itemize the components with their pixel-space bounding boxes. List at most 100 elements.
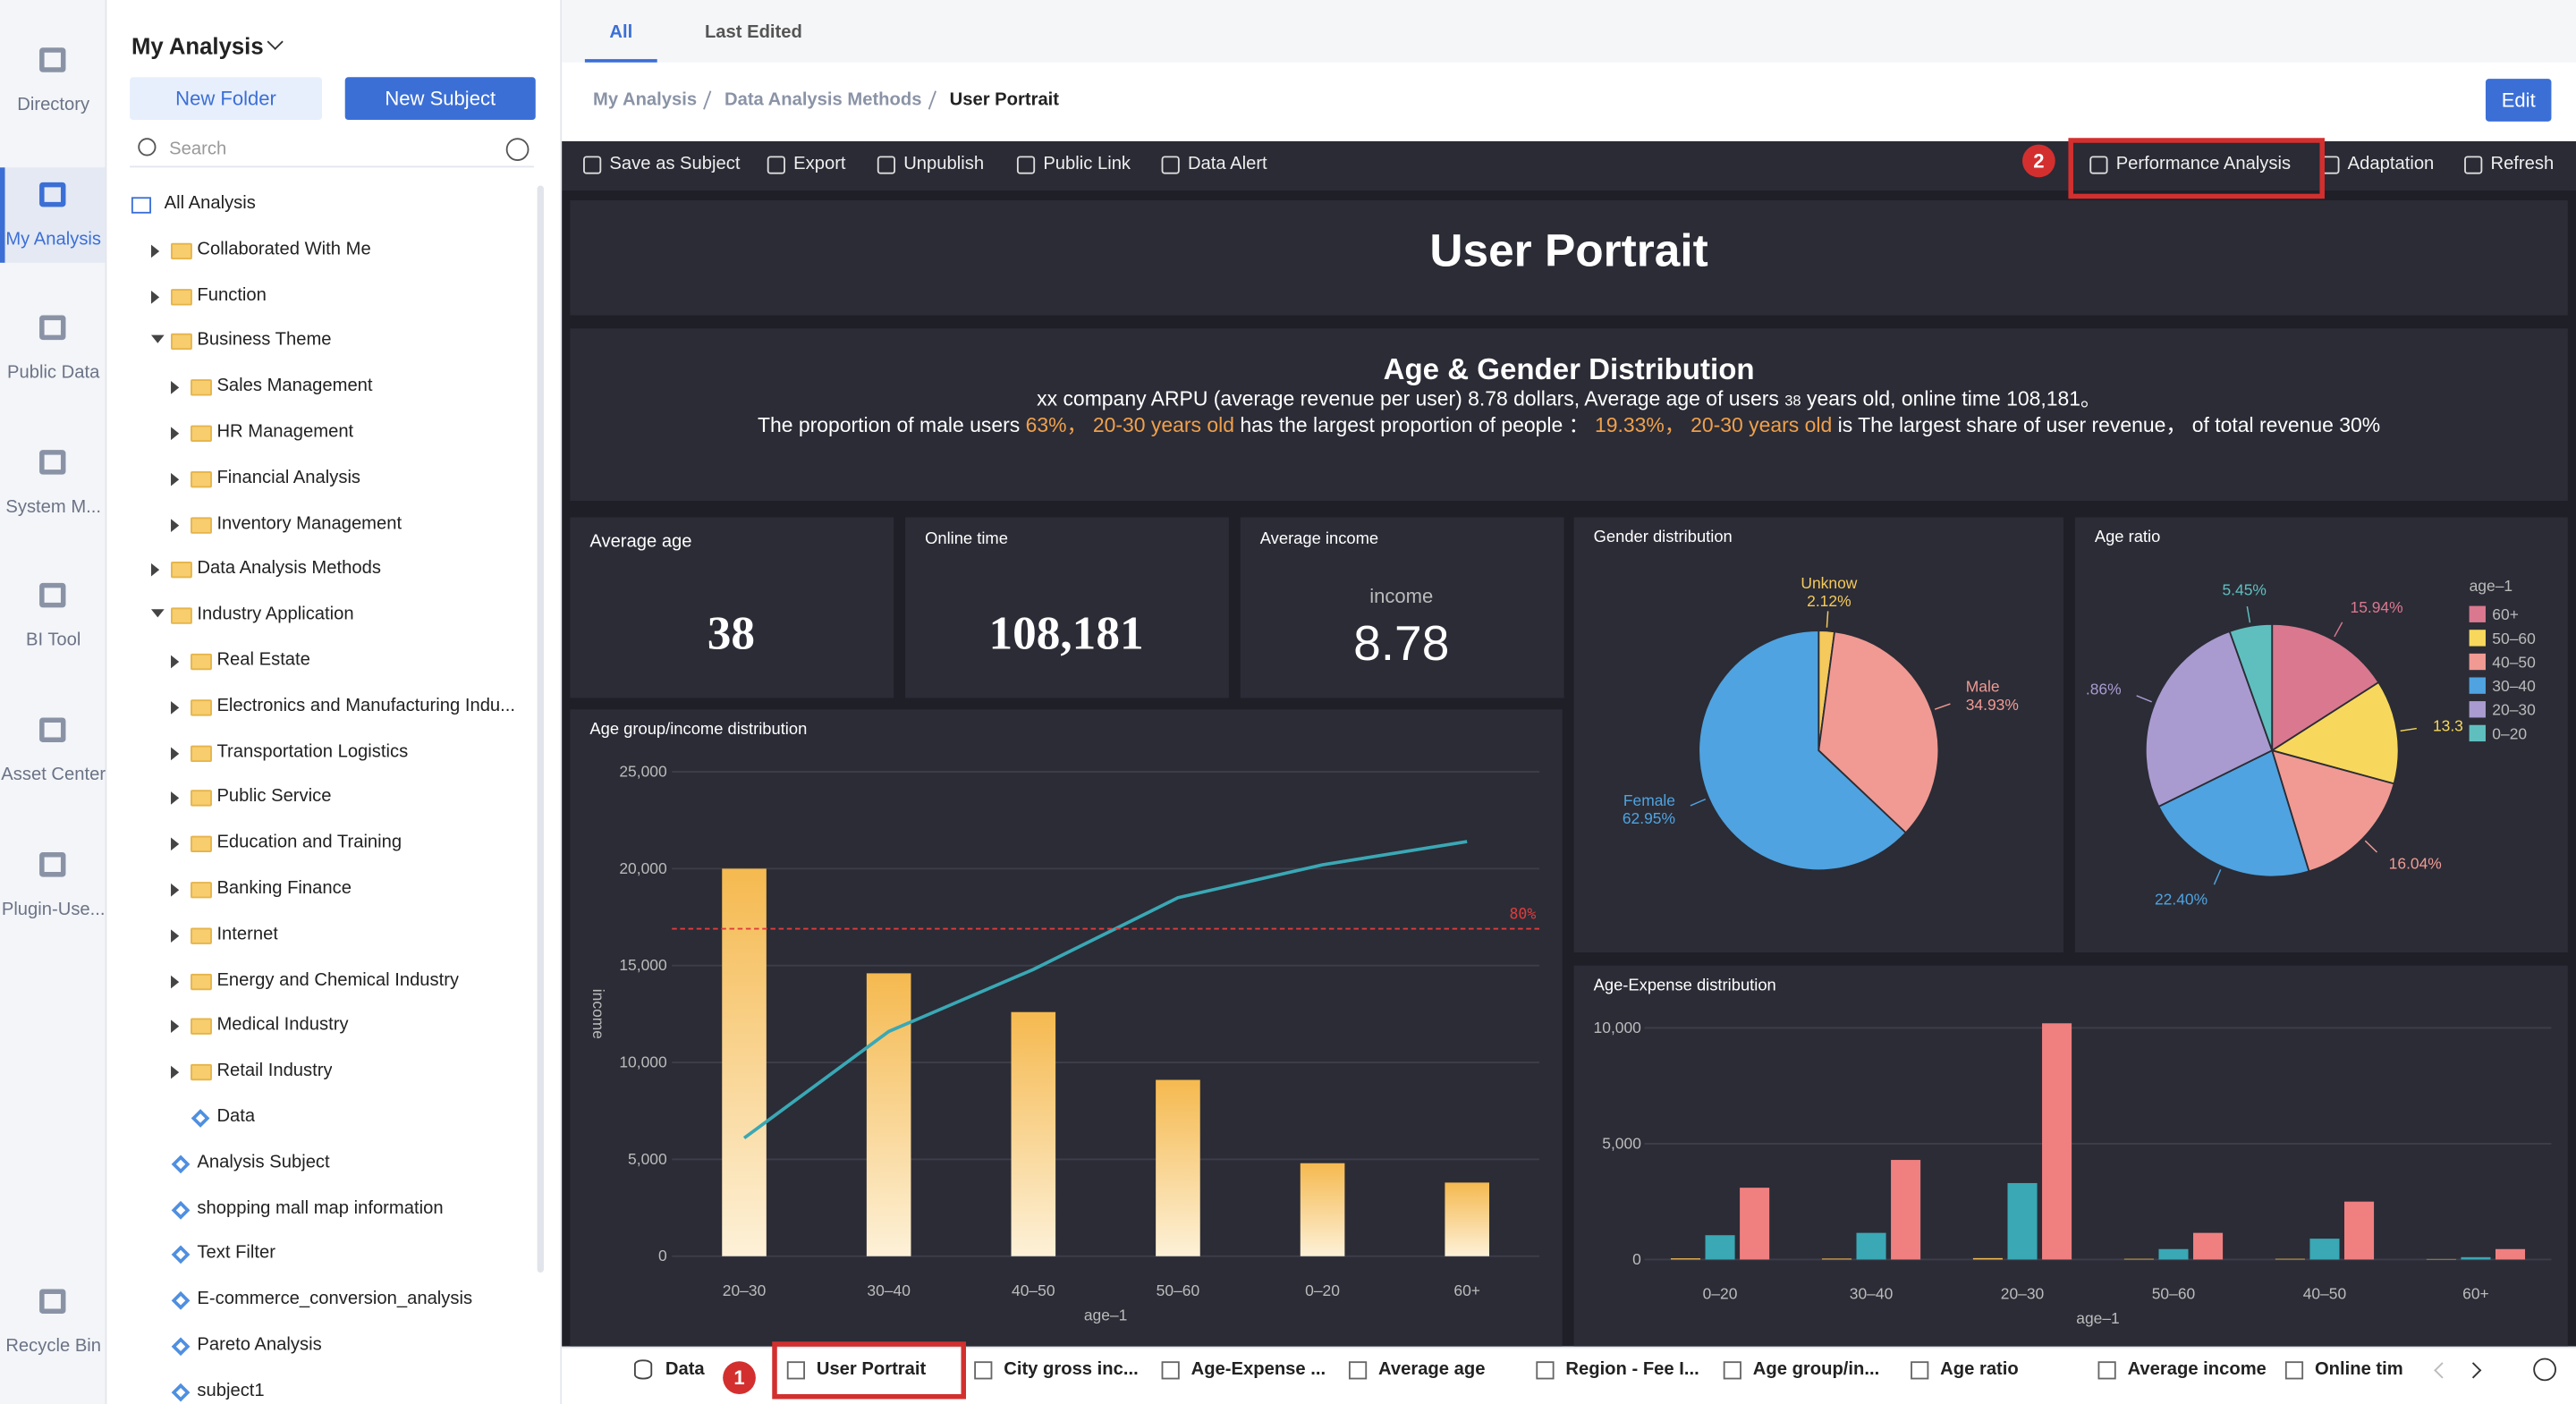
search-input[interactable]: Search [130, 131, 534, 167]
breadcrumb-item[interactable]: Data Analysis Methods [724, 90, 921, 110]
tree-label[interactable]: Sales Management [216, 376, 372, 396]
nav-label[interactable]: Public Data [0, 363, 106, 383]
toolbar-item[interactable]: Export [793, 155, 845, 174]
nav-icon[interactable] [39, 47, 65, 72]
tree-arrow[interactable] [171, 884, 179, 897]
toolbar-item[interactable]: Data Alert [1188, 155, 1267, 174]
toolbar-item[interactable]: Save as Subject [609, 155, 740, 174]
tree-label[interactable]: Inventory Management [216, 513, 402, 533]
tree-label[interactable]: Transportation Logistics [216, 741, 408, 761]
folder-icon [191, 973, 212, 989]
nav-label[interactable]: Asset Center [0, 765, 106, 785]
more-icon[interactable] [506, 138, 530, 161]
tree-arrow[interactable] [151, 244, 159, 258]
bottom-tab[interactable]: Online tim [2315, 1359, 2403, 1379]
tree-arrow[interactable] [171, 655, 179, 669]
legend-label: 0–20 [2492, 724, 2527, 742]
tree-arrow[interactable] [151, 335, 165, 343]
nav-label[interactable]: Recycle Bin [0, 1337, 106, 1357]
nav-label[interactable]: System M... [0, 497, 106, 517]
bottom-tab[interactable]: Region - Fee I... [1565, 1359, 1699, 1379]
tree-arrow[interactable] [171, 975, 179, 988]
tree-label[interactable]: Education and Training [216, 833, 402, 852]
data-tab[interactable]: Data [665, 1359, 705, 1379]
toolbar-item[interactable]: Refresh [2490, 155, 2554, 174]
tree-arrow[interactable] [171, 427, 179, 440]
nav-icon[interactable] [39, 583, 65, 608]
tree-label[interactable]: Internet [216, 924, 278, 943]
bottom-tab[interactable]: City gross inc... [1004, 1359, 1138, 1379]
toolbar-icon[interactable] [767, 156, 785, 173]
tab[interactable]: All [609, 23, 632, 43]
bottom-tab[interactable]: Age group/in... [1753, 1359, 1879, 1379]
tree-label[interactable]: Electronics and Manufacturing Indu... [216, 696, 515, 715]
tree-label[interactable]: Energy and Chemical Industry [216, 969, 459, 989]
tree-arrow[interactable] [151, 610, 165, 618]
tree-label[interactable]: All Analysis [165, 194, 256, 214]
bottom-tab[interactable]: Average income [2128, 1359, 2266, 1379]
tree-arrow[interactable] [171, 838, 179, 851]
tree-label[interactable]: Pareto Analysis [197, 1335, 321, 1355]
tree-label[interactable]: Banking Finance [216, 878, 352, 898]
bottom-tab[interactable]: Age ratio [1940, 1359, 2019, 1379]
tree-label[interactable]: Text Filter [197, 1244, 275, 1264]
tree-label[interactable]: subject1 [197, 1381, 264, 1400]
tree-arrow[interactable] [151, 290, 159, 303]
tree-arrow[interactable] [171, 929, 179, 943]
tree-label[interactable]: Retail Industry [216, 1061, 332, 1081]
tree-label[interactable]: Function [197, 285, 267, 305]
nav-icon[interactable] [39, 316, 65, 341]
nav-label[interactable]: Plugin-Use... [0, 900, 106, 919]
button[interactable]: New Folder [130, 77, 322, 120]
tree-label[interactable]: Data Analysis Methods [197, 559, 381, 579]
nav-icon[interactable] [39, 182, 65, 207]
toolbar-item[interactable]: Adaptation [2348, 155, 2435, 174]
tree-arrow[interactable] [171, 381, 179, 394]
toolbar-item[interactable]: Unpublish [903, 155, 984, 174]
bar [2007, 1183, 2037, 1259]
tree-label[interactable]: Analysis Subject [197, 1153, 329, 1172]
bar [2275, 1259, 2305, 1260]
nav-icon[interactable] [39, 450, 65, 475]
nav-icon[interactable] [39, 1289, 65, 1314]
banner-segment: years old, online time 108,181。 [1801, 387, 2101, 410]
tree-label[interactable]: HR Management [216, 422, 353, 442]
tree-arrow[interactable] [171, 519, 179, 532]
tab-menu[interactable] [2533, 1358, 2556, 1382]
tree-arrow[interactable] [171, 747, 179, 760]
tree-label[interactable]: Financial Analysis [216, 468, 360, 487]
breadcrumb-item[interactable]: My Analysis [593, 90, 697, 110]
tree-arrow[interactable] [171, 1066, 179, 1079]
tree-label[interactable]: E-commerce_conversion_analysis [197, 1290, 472, 1309]
tab[interactable]: Last Edited [705, 23, 802, 43]
bottom-tab[interactable]: Average age [1378, 1359, 1485, 1379]
toolbar-icon[interactable] [877, 156, 895, 173]
bottom-tab[interactable]: Age-Expense ... [1191, 1359, 1326, 1379]
edit-button[interactable]: Edit [2486, 79, 2551, 122]
tree-label[interactable]: Collaborated With Me [197, 240, 370, 259]
nav-icon[interactable] [39, 717, 65, 742]
toolbar-icon[interactable] [1162, 156, 1180, 173]
tree-arrow[interactable] [171, 701, 179, 715]
tree-label[interactable]: shopping mall map information [197, 1198, 443, 1218]
tree-label[interactable]: Industry Application [197, 605, 353, 624]
toolbar-icon[interactable] [583, 156, 601, 173]
toolbar-icon[interactable] [1017, 156, 1035, 173]
button[interactable]: New Subject [345, 77, 536, 120]
tree-arrow[interactable] [171, 1020, 179, 1034]
tree-label[interactable]: Medical Industry [216, 1016, 348, 1036]
toolbar-item[interactable]: Public Link [1043, 155, 1131, 174]
tree-arrow[interactable] [171, 472, 179, 486]
tree-label[interactable]: Business Theme [197, 331, 331, 351]
tree-arrow[interactable] [151, 564, 159, 578]
tree-label[interactable]: Real Estate [216, 650, 309, 670]
tree-label[interactable]: Data [216, 1107, 255, 1127]
nav-label[interactable]: My Analysis [0, 230, 106, 250]
tree-arrow[interactable] [171, 792, 179, 806]
nav-label[interactable]: Directory [0, 96, 106, 115]
tree-label[interactable]: Public Service [216, 787, 331, 807]
nav-label[interactable]: BI Tool [0, 630, 106, 650]
nav-icon[interactable] [39, 852, 65, 877]
toolbar-icon[interactable] [2464, 156, 2482, 173]
